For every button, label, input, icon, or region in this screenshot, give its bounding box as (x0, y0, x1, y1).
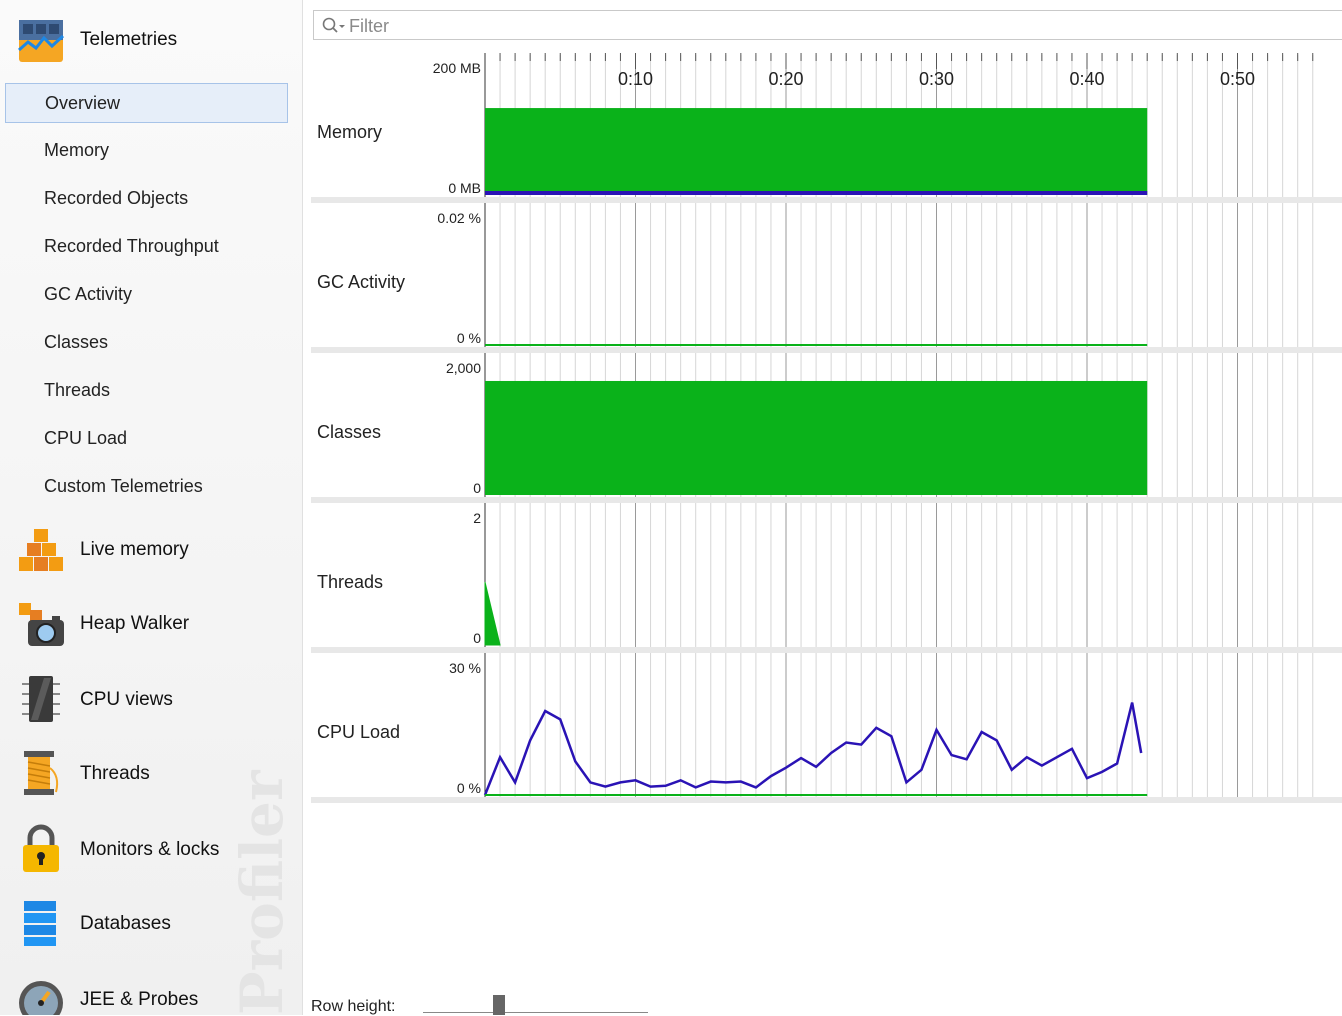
y-max-label: 30 % (449, 660, 481, 676)
cpu-views-section[interactable]: CPU views (0, 672, 300, 732)
database-icon (24, 901, 56, 946)
nav-item-label: Custom Telemetries (44, 476, 203, 496)
thread-spool-icon (24, 751, 59, 795)
jee-probes-section[interactable]: JEE & Probes (0, 972, 300, 1015)
row-separator (311, 647, 1342, 653)
live-memory-icon (19, 529, 63, 571)
memory-area (485, 108, 1148, 195)
row-separator (311, 347, 1342, 353)
lock-icon (23, 824, 59, 872)
cpu-load-line (483, 702, 1143, 796)
time-tick-label: 0:40 (1069, 69, 1104, 89)
nav-item-label: GC Activity (44, 284, 133, 304)
telemetries-icon (18, 20, 65, 62)
sidebar: Telemetries Overview Memory Recorded Obj… (0, 0, 303, 1015)
monitors-locks-label: Monitors & locks (80, 839, 220, 860)
threads-section-label: Threads (80, 763, 150, 784)
nav-item-label: Overview (45, 93, 121, 113)
nav-item-recorded-throughput[interactable]: Recorded Throughput (5, 227, 288, 267)
filter-input[interactable]: Filter (313, 10, 1342, 40)
nav-item-memory[interactable]: Memory (5, 131, 288, 171)
search-icon (322, 17, 345, 33)
threads-section[interactable]: Threads (0, 746, 300, 806)
y-min-label: 0 % (457, 780, 481, 796)
y-min-label: 0 MB (448, 180, 481, 196)
nav-item-threads[interactable]: Threads (5, 371, 288, 411)
heap-walker-section[interactable]: Heap Walker (0, 596, 300, 656)
time-tick-label: 0:30 (919, 69, 954, 89)
row-label: Classes (317, 422, 381, 442)
nav-item-label: Threads (44, 380, 111, 400)
y-min-label: 0 (473, 480, 481, 496)
nav-item-gc-activity[interactable]: GC Activity (5, 275, 288, 315)
nav-item-label: Recorded Throughput (44, 236, 219, 256)
telemetry-chart: 0:10 0:20 0:30 0:40 0:50 Memory 200 MB 0 MB GC A… (311, 53, 1342, 803)
row-label: GC Activity (317, 272, 405, 292)
y-max-label: 2 (473, 510, 481, 526)
time-tick-label: 0:20 (768, 69, 803, 89)
databases-section[interactable]: Databases (0, 896, 300, 956)
row-label: Threads (317, 572, 383, 592)
databases-label: Databases (80, 913, 171, 934)
row-separator (311, 497, 1342, 503)
live-memory-section[interactable]: Live memory (0, 522, 300, 582)
y-max-label: 200 MB (433, 60, 481, 76)
nav-item-cpu-load[interactable]: CPU Load (5, 419, 288, 459)
y-min-label: 0 (473, 630, 481, 646)
nav-item-label: Classes (44, 332, 109, 352)
row-height-slider-track (423, 1012, 648, 1013)
row-label: CPU Load (317, 722, 400, 742)
live-memory-label: Live memory (80, 539, 189, 560)
monitors-locks-section[interactable]: Monitors & locks (0, 822, 300, 882)
telemetries-section[interactable]: Telemetries (0, 12, 300, 72)
nav-item-label: Memory (44, 140, 110, 160)
nav-item-classes[interactable]: Classes (5, 323, 288, 363)
y-min-label: 0 % (457, 330, 481, 346)
row-height-slider-thumb[interactable] (493, 995, 505, 1015)
y-max-label: 2,000 (446, 360, 481, 376)
heap-walker-icon (19, 603, 64, 646)
nav-item-overview[interactable]: Overview (5, 83, 288, 123)
cpu-views-label: CPU views (80, 689, 173, 710)
y-max-label: 0.02 % (437, 210, 481, 226)
jprofiler-watermark: Profiler (228, 770, 296, 1015)
time-tick-label: 0:10 (618, 69, 653, 89)
row-separator (311, 797, 1342, 803)
cpu-icon (22, 676, 60, 722)
nav-item-custom-telemetries[interactable]: Custom Telemetries (5, 467, 288, 507)
heap-walker-label: Heap Walker (80, 613, 190, 634)
filter-placeholder: Filter (349, 16, 389, 36)
classes-area (485, 380, 1148, 495)
row-separator (311, 197, 1342, 203)
row-label: Memory (317, 122, 382, 142)
nav-item-label: CPU Load (44, 428, 128, 448)
gauge-icon (19, 981, 63, 1015)
time-tick-label: 0:50 (1220, 69, 1255, 89)
telemetry-overview-panel: Filter 0:10 0:20 0:30 0:40 0:50 Memory 200 MB 0… (303, 0, 1342, 1015)
threads-area (484, 581, 501, 646)
row-height-label: Row height: (311, 998, 396, 1015)
nav-item-recorded-objects[interactable]: Recorded Objects (5, 179, 288, 219)
telemetries-label: Telemetries (80, 29, 178, 50)
jee-probes-label: JEE & Probes (80, 989, 199, 1010)
nav-item-label: Recorded Objects (44, 188, 189, 208)
